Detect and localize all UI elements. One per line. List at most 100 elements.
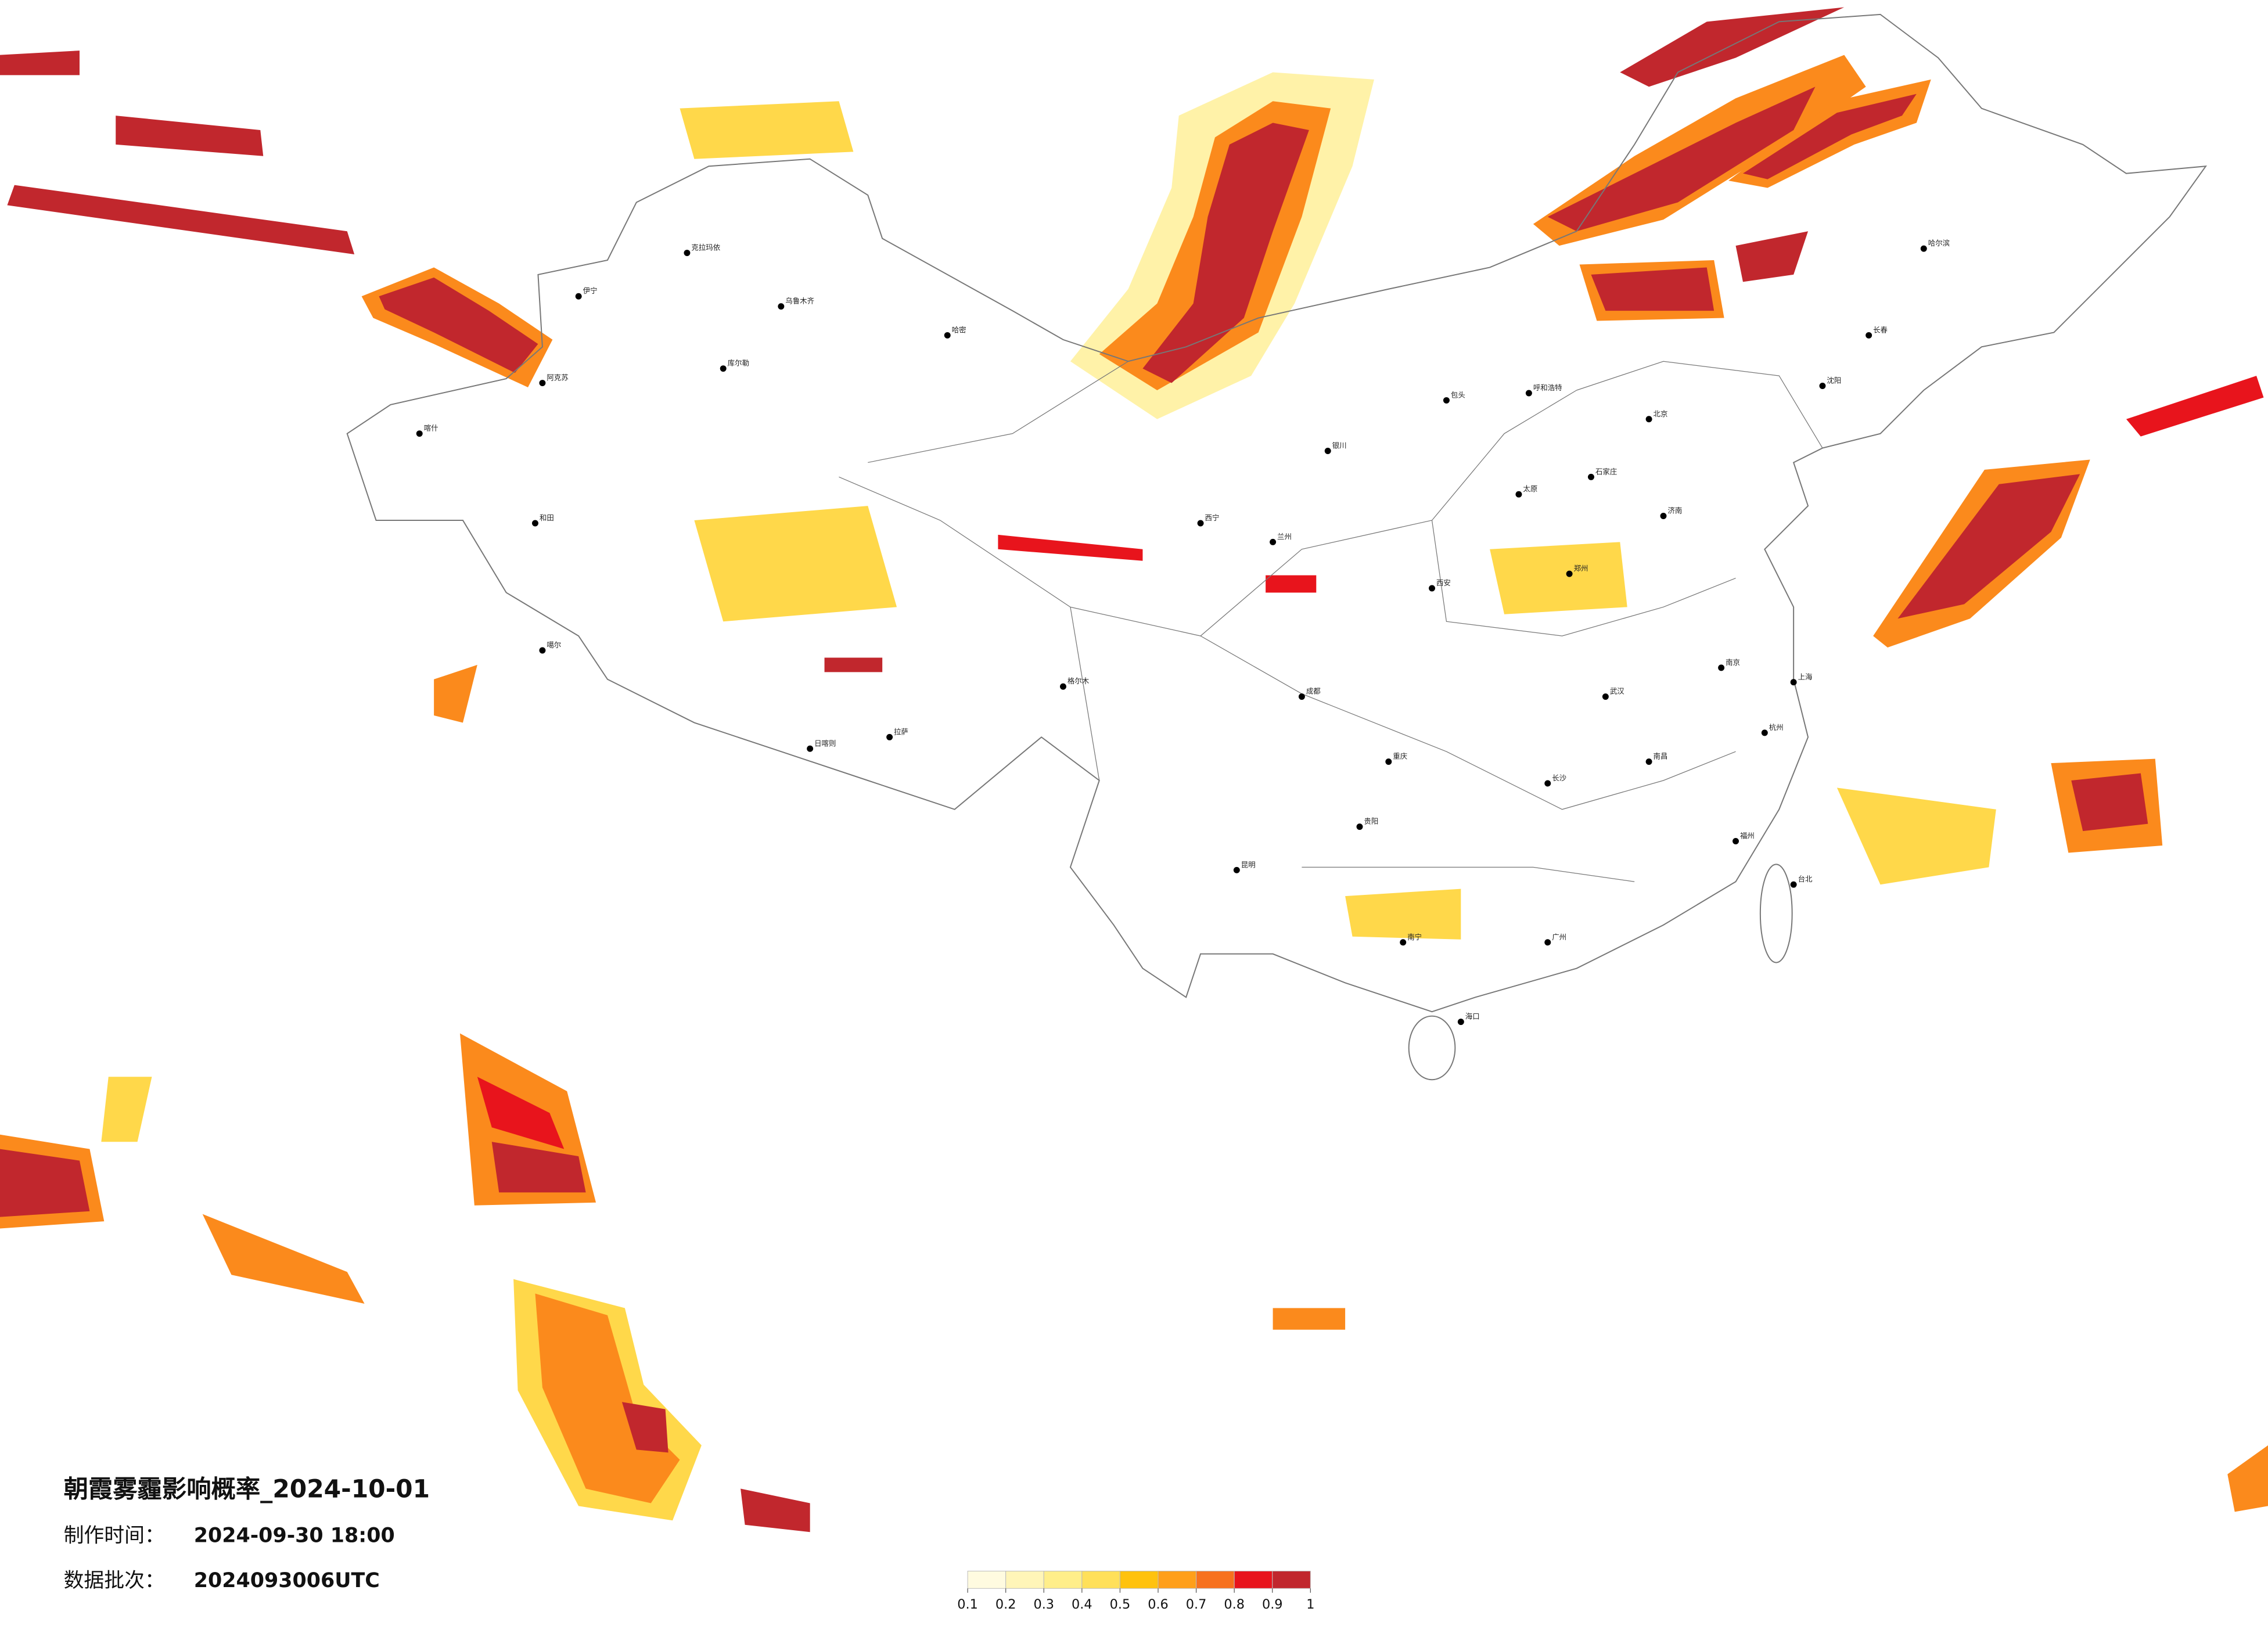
city-label: 上海 [1798,672,1813,681]
city-label: 包头 [1451,390,1465,399]
haze-patch [379,277,538,373]
haze-patch [1836,787,1996,885]
haze-patch [741,1488,810,1533]
haze-patch [1591,267,1715,311]
city-label: 济南 [1667,506,1682,515]
haze-patch [2071,773,2148,832]
city-dot [1645,416,1652,423]
taiwan-outline [1759,864,1793,963]
haze-patch [998,534,1143,561]
info-value: 2024093006UTC [194,1569,380,1592]
hainan-outline [1408,1015,1456,1081]
city-dot [1660,513,1667,520]
haze-patch [7,185,355,255]
city-dot [1385,758,1392,765]
legend-swatch [1119,1570,1159,1589]
city-label: 武汉 [1610,687,1624,696]
city-dot [1059,683,1066,690]
city-dot [1525,390,1532,397]
city-dot [886,733,893,740]
haze-patch [621,1402,668,1453]
city-dot [531,520,538,527]
city-dot [416,430,423,437]
city-dot [1443,397,1450,404]
legend-swatch [1158,1570,1197,1589]
city-label: 南京 [1726,658,1740,667]
city-dot [1602,693,1609,700]
haze-patch [2126,376,2264,437]
haze-patch [202,1214,365,1304]
haze-patch [680,101,854,159]
legend-swatch [1081,1570,1120,1589]
city-dot [1515,491,1522,498]
haze-patch [1897,474,2080,619]
city-dot [1566,570,1573,577]
city-dot [539,380,546,387]
haze-patch [694,506,897,622]
legend-tick-label: 1 [1306,1597,1314,1612]
city-label: 昆明 [1241,860,1256,869]
haze-patch [2227,1445,2268,1512]
city-dot [575,293,582,300]
city-dot [1761,729,1768,736]
city-label: 沈阳 [1827,376,1841,385]
info-value: 2024-09-30 18:00 [194,1524,395,1548]
haze-patch [1735,231,1809,282]
city-label: 拉萨 [894,727,908,736]
city-label: 伊宁 [583,286,598,295]
city-dot [1324,448,1331,455]
city-label: 南昌 [1654,752,1668,761]
city-label: 长春 [1873,325,1888,334]
haze-patch [1142,123,1309,383]
city-label: 乌鲁木齐 [785,297,814,305]
city-dot [539,647,546,654]
title: 朝霞雾霾影响概率_2024-10-01 [64,1475,430,1503]
legend-swatch [967,1570,1007,1589]
haze-patch [824,657,883,672]
haze-patch [1547,87,1816,232]
city-dot [807,745,814,752]
city-label: 贵阳 [1364,817,1378,826]
city-dot [720,365,727,372]
city-label: 西宁 [1205,513,1220,522]
borders [346,13,2207,1081]
city-label: 呼和浩特 [1533,383,1562,392]
legend-tick-label: 0.7 [1186,1597,1207,1612]
city-dot [778,303,785,310]
city-label: 克拉玛依 [691,243,720,252]
haze-probability-field [0,7,2268,1533]
city-dot [1718,664,1725,671]
legend-tick-label: 0.4 [1072,1597,1092,1612]
city-dot [1920,245,1927,252]
city-label: 阿克苏 [547,373,568,382]
haze-patch [477,1077,565,1149]
haze-patch [1266,575,1317,593]
info-label: 数据批次： [64,1569,165,1592]
city-label: 福州 [1740,832,1755,840]
haze-patch [1490,542,1627,614]
city-dot [1645,758,1652,765]
city-dot [1429,585,1436,592]
city-label: 南宁 [1407,933,1422,941]
city-dot [1819,383,1826,390]
city-label: 噶尔 [547,641,561,649]
city-label: 银川 [1332,441,1347,450]
city-label: 杭州 [1769,723,1784,732]
city-dot [1544,780,1551,787]
city-label: 长沙 [1552,774,1566,782]
haze-patch [535,1293,680,1503]
province-lines [839,361,1823,882]
city-label: 格尔木 [1067,677,1090,685]
city-label: 广州 [1552,933,1566,941]
city-dot [1270,538,1277,545]
city-dot [1790,881,1797,888]
haze-patch [434,664,477,723]
city-label: 库尔勒 [728,359,749,368]
legend-tick-label: 0.2 [995,1597,1016,1612]
legend-swatch [1234,1570,1273,1589]
haze-patch [0,51,80,75]
city-label: 太原 [1523,484,1537,493]
